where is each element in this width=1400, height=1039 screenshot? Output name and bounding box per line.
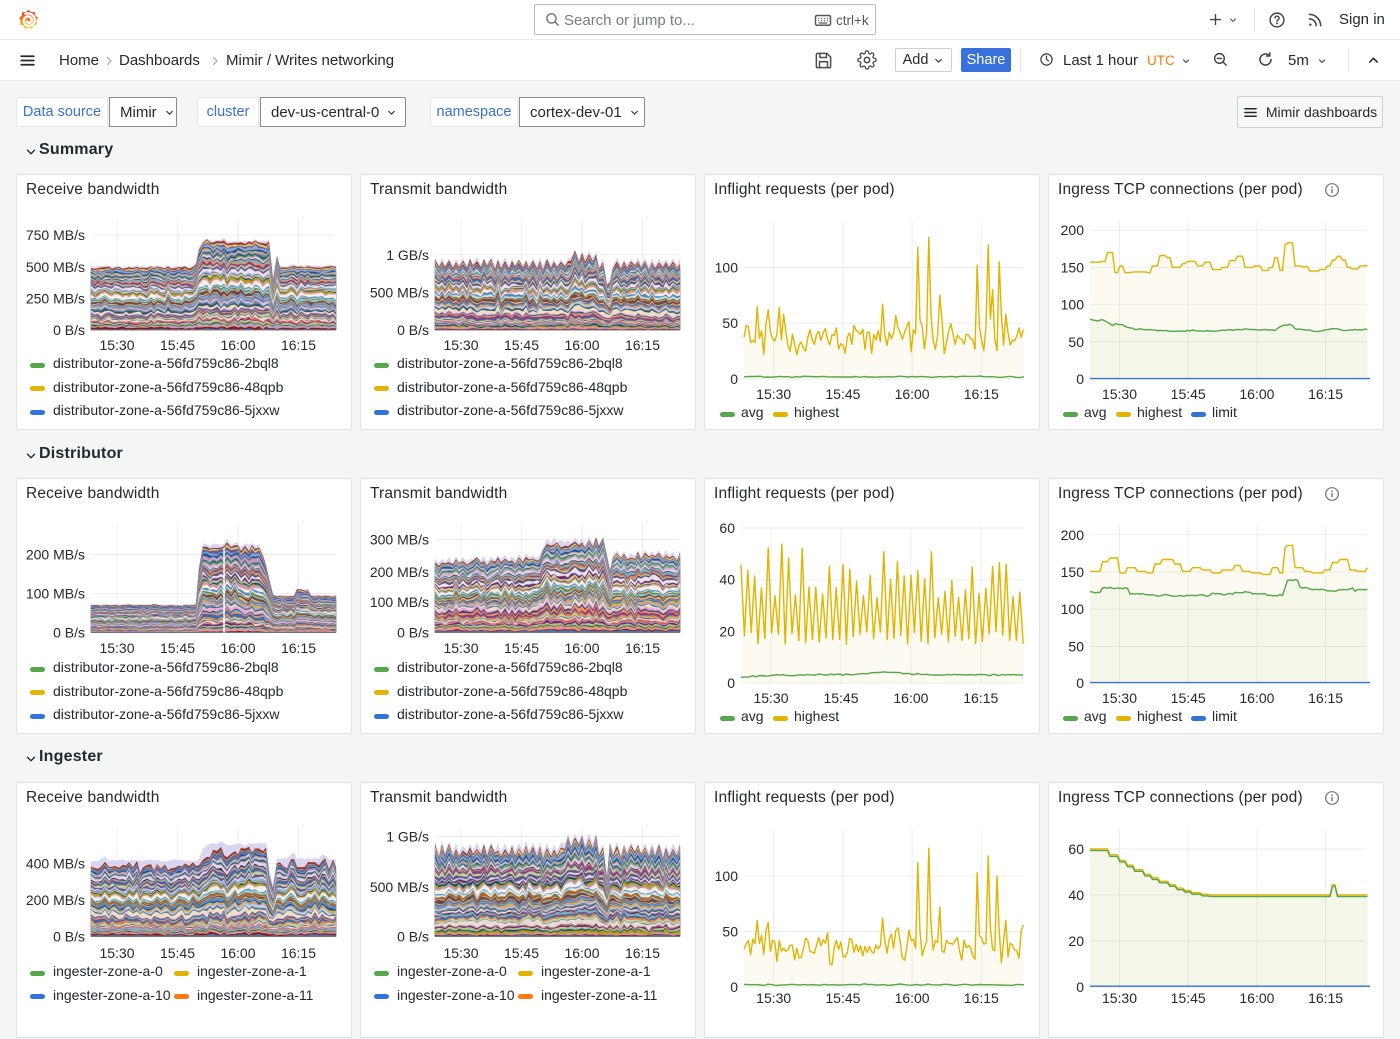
svg-text:16:15: 16:15 xyxy=(281,337,316,353)
svg-text:50: 50 xyxy=(722,315,738,331)
svg-text:400 MB/s: 400 MB/s xyxy=(26,856,85,872)
svg-text:0: 0 xyxy=(730,979,738,995)
svg-text:16:00: 16:00 xyxy=(1239,990,1274,1006)
svg-text:16:00: 16:00 xyxy=(220,640,255,656)
svg-text:40: 40 xyxy=(1068,887,1084,903)
svg-text:100: 100 xyxy=(715,260,739,276)
svg-text:100: 100 xyxy=(715,868,739,884)
svg-text:15:30: 15:30 xyxy=(99,945,134,961)
svg-text:15:30: 15:30 xyxy=(1102,386,1137,402)
svg-text:16:15: 16:15 xyxy=(281,945,316,961)
svg-text:0: 0 xyxy=(727,675,735,691)
svg-text:200: 200 xyxy=(1061,222,1085,238)
svg-text:1 GB/s: 1 GB/s xyxy=(386,829,429,845)
svg-text:0: 0 xyxy=(1076,675,1084,691)
svg-text:100: 100 xyxy=(1061,601,1085,617)
svg-text:15:45: 15:45 xyxy=(504,640,539,656)
svg-text:15:30: 15:30 xyxy=(756,990,791,1006)
svg-text:0 B/s: 0 B/s xyxy=(397,929,429,945)
svg-text:15:45: 15:45 xyxy=(1171,386,1206,402)
svg-text:16:15: 16:15 xyxy=(964,386,999,402)
svg-text:200 MB/s: 200 MB/s xyxy=(370,564,429,580)
svg-text:20: 20 xyxy=(1068,933,1084,949)
svg-text:100 MB/s: 100 MB/s xyxy=(26,586,85,602)
svg-text:0: 0 xyxy=(730,371,738,387)
svg-text:200 MB/s: 200 MB/s xyxy=(26,892,85,908)
svg-text:16:00: 16:00 xyxy=(220,337,255,353)
svg-text:1 GB/s: 1 GB/s xyxy=(386,247,429,263)
svg-text:15:45: 15:45 xyxy=(825,990,860,1006)
svg-text:16:15: 16:15 xyxy=(963,690,998,706)
svg-text:0 B/s: 0 B/s xyxy=(397,322,429,338)
svg-text:15:30: 15:30 xyxy=(443,337,478,353)
svg-text:0 B/s: 0 B/s xyxy=(397,625,429,641)
svg-text:15:45: 15:45 xyxy=(160,945,195,961)
svg-text:150: 150 xyxy=(1061,259,1085,275)
svg-text:16:15: 16:15 xyxy=(625,945,660,961)
svg-text:150: 150 xyxy=(1061,564,1085,580)
svg-text:16:15: 16:15 xyxy=(1308,990,1343,1006)
svg-text:15:45: 15:45 xyxy=(825,386,860,402)
svg-text:60: 60 xyxy=(719,520,735,536)
svg-text:16:00: 16:00 xyxy=(564,945,599,961)
svg-text:50: 50 xyxy=(1068,638,1084,654)
svg-text:16:15: 16:15 xyxy=(625,337,660,353)
svg-text:500 MB/s: 500 MB/s xyxy=(370,284,429,300)
svg-text:15:45: 15:45 xyxy=(1171,990,1206,1006)
svg-text:100 MB/s: 100 MB/s xyxy=(370,594,429,610)
svg-text:16:00: 16:00 xyxy=(893,690,928,706)
svg-text:16:00: 16:00 xyxy=(564,640,599,656)
svg-text:0 B/s: 0 B/s xyxy=(53,625,85,641)
svg-text:15:45: 15:45 xyxy=(160,640,195,656)
svg-text:15:30: 15:30 xyxy=(99,337,134,353)
svg-text:16:15: 16:15 xyxy=(281,640,316,656)
svg-text:16:00: 16:00 xyxy=(564,337,599,353)
svg-text:16:00: 16:00 xyxy=(895,990,930,1006)
svg-text:750 MB/s: 750 MB/s xyxy=(26,227,85,243)
svg-text:60: 60 xyxy=(1068,841,1084,857)
svg-text:16:15: 16:15 xyxy=(1308,386,1343,402)
svg-text:15:45: 15:45 xyxy=(160,337,195,353)
svg-text:20: 20 xyxy=(719,623,735,639)
svg-text:15:45: 15:45 xyxy=(504,945,539,961)
svg-text:16:15: 16:15 xyxy=(1308,690,1343,706)
svg-text:500 MB/s: 500 MB/s xyxy=(370,879,429,895)
svg-text:15:30: 15:30 xyxy=(443,640,478,656)
svg-text:500 MB/s: 500 MB/s xyxy=(26,259,85,275)
svg-text:0: 0 xyxy=(1076,979,1084,995)
svg-text:15:45: 15:45 xyxy=(1171,690,1206,706)
svg-text:50: 50 xyxy=(722,924,738,940)
svg-text:40: 40 xyxy=(719,572,735,588)
svg-text:15:30: 15:30 xyxy=(753,690,788,706)
svg-text:250 MB/s: 250 MB/s xyxy=(26,291,85,307)
svg-text:0 B/s: 0 B/s xyxy=(53,322,85,338)
svg-text:0: 0 xyxy=(1076,371,1084,387)
svg-text:15:45: 15:45 xyxy=(823,690,858,706)
svg-text:200: 200 xyxy=(1061,527,1085,543)
svg-text:16:15: 16:15 xyxy=(625,640,660,656)
svg-text:15:30: 15:30 xyxy=(99,640,134,656)
svg-text:16:15: 16:15 xyxy=(964,990,999,1006)
svg-text:0 B/s: 0 B/s xyxy=(53,929,85,945)
svg-text:50: 50 xyxy=(1068,334,1084,350)
svg-text:15:30: 15:30 xyxy=(443,945,478,961)
svg-text:200 MB/s: 200 MB/s xyxy=(26,547,85,563)
svg-text:15:30: 15:30 xyxy=(1102,990,1137,1006)
svg-text:15:45: 15:45 xyxy=(504,337,539,353)
svg-text:300 MB/s: 300 MB/s xyxy=(370,532,429,548)
svg-text:15:30: 15:30 xyxy=(756,386,791,402)
svg-text:100: 100 xyxy=(1061,297,1085,313)
svg-text:16:00: 16:00 xyxy=(1239,386,1274,402)
svg-text:15:30: 15:30 xyxy=(1102,690,1137,706)
svg-text:16:00: 16:00 xyxy=(220,945,255,961)
svg-text:16:00: 16:00 xyxy=(895,386,930,402)
svg-text:16:00: 16:00 xyxy=(1239,690,1274,706)
